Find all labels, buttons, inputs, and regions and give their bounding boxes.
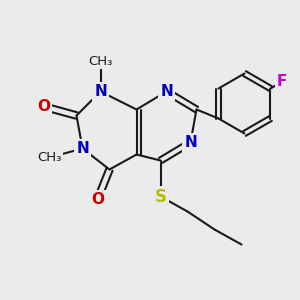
- Text: S: S: [154, 188, 166, 206]
- Text: N: N: [184, 135, 197, 150]
- Text: F: F: [277, 74, 287, 89]
- Text: N: N: [160, 84, 173, 99]
- Text: N: N: [94, 84, 107, 99]
- Text: O: O: [37, 99, 50, 114]
- Text: CH₃: CH₃: [37, 151, 62, 164]
- Text: N: N: [76, 141, 89, 156]
- Text: CH₃: CH₃: [88, 55, 113, 68]
- Text: O: O: [91, 192, 104, 207]
